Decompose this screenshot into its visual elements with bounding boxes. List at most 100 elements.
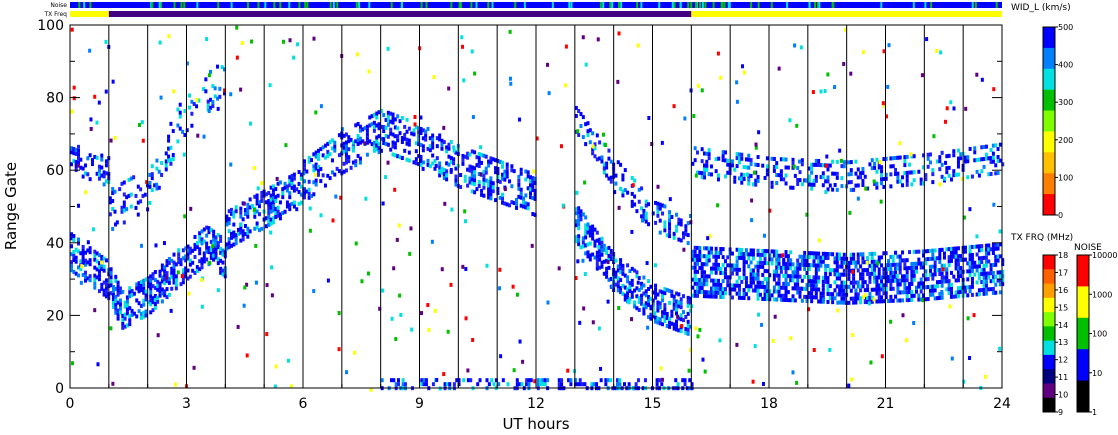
data-point [375,143,379,148]
data-point [596,37,600,42]
data-point [577,226,581,231]
data-point [267,222,271,227]
data-point [182,152,186,157]
data-point [588,140,592,145]
data-point [386,142,390,147]
noise-bar-speck [786,2,789,8]
data-point [925,37,929,42]
data-point [337,311,341,316]
data-point [644,293,648,298]
data-point [689,348,693,353]
data-point [852,276,856,281]
data-point [910,170,914,175]
colorbar-tick-label: 10 [1058,391,1068,400]
data-point [130,312,134,317]
data-point [207,246,211,251]
data-point [79,259,83,264]
data-point [111,191,115,196]
data-point [768,289,772,294]
data-point [656,308,660,313]
data-point [908,282,912,287]
data-point [842,256,846,261]
data-point [375,139,379,144]
data-point [393,141,397,146]
data-point [319,167,323,172]
data-point [975,252,979,257]
data-point [619,270,623,275]
data-point [442,176,446,181]
data-point [104,159,108,164]
data-point [700,290,704,295]
data-point [319,147,323,152]
data-point [431,141,435,146]
data-point [421,136,425,141]
data-point [905,154,909,159]
data-point [153,270,157,275]
data-point [784,274,788,279]
data-point [795,380,799,385]
data-point [942,251,946,256]
data-point [381,288,385,293]
noise-bar-speck [304,2,307,8]
data-point [265,283,269,288]
data-point [253,210,257,215]
data-point [356,137,360,142]
data-point [656,292,660,297]
colorbar-tick-label: 200 [1058,136,1073,145]
data-point [609,378,613,383]
data-point [686,221,690,226]
data-point [165,263,169,268]
data-point [824,179,828,184]
data-point [775,253,779,258]
data-point [959,152,963,157]
data-point [167,276,171,281]
data-point [207,226,211,231]
data-point [856,284,860,289]
data-point [426,146,430,151]
data-point [723,271,727,276]
data-point [641,218,645,223]
data-point [424,378,428,383]
data-point [326,173,330,178]
data-point [419,115,423,120]
data-point [104,282,108,287]
data-point [656,213,660,218]
data-point [696,334,700,339]
data-point [945,287,949,292]
colorbar-tick-label: 0 [1058,211,1063,220]
data-point [633,300,637,305]
data-point [609,248,613,253]
data-point [79,157,83,162]
data-point [70,252,73,257]
data-point [100,157,104,162]
data-point [328,176,332,181]
colorbar-cell [1077,286,1089,319]
data-point [442,172,446,177]
colorbar-cell [1043,173,1055,195]
data-point [477,160,481,165]
data-point [160,172,164,177]
data-point [700,159,704,164]
data-point [583,180,587,185]
data-point [245,282,249,287]
data-point [847,172,851,177]
data-point [517,182,521,187]
data-point [956,286,960,291]
data-point [76,237,80,242]
data-point [184,274,188,279]
noise-bar-speck [183,2,186,8]
data-point [396,154,400,159]
data-point [114,222,118,227]
data-point [733,263,737,268]
data-point [607,176,611,181]
data-point [758,264,762,269]
data-point [93,277,97,282]
data-point [211,104,215,109]
data-point [579,213,583,218]
data-point [826,283,830,288]
data-point [466,183,470,188]
data-point [477,183,481,188]
data-point [994,258,998,263]
data-point [968,261,972,266]
data-point [737,255,741,260]
